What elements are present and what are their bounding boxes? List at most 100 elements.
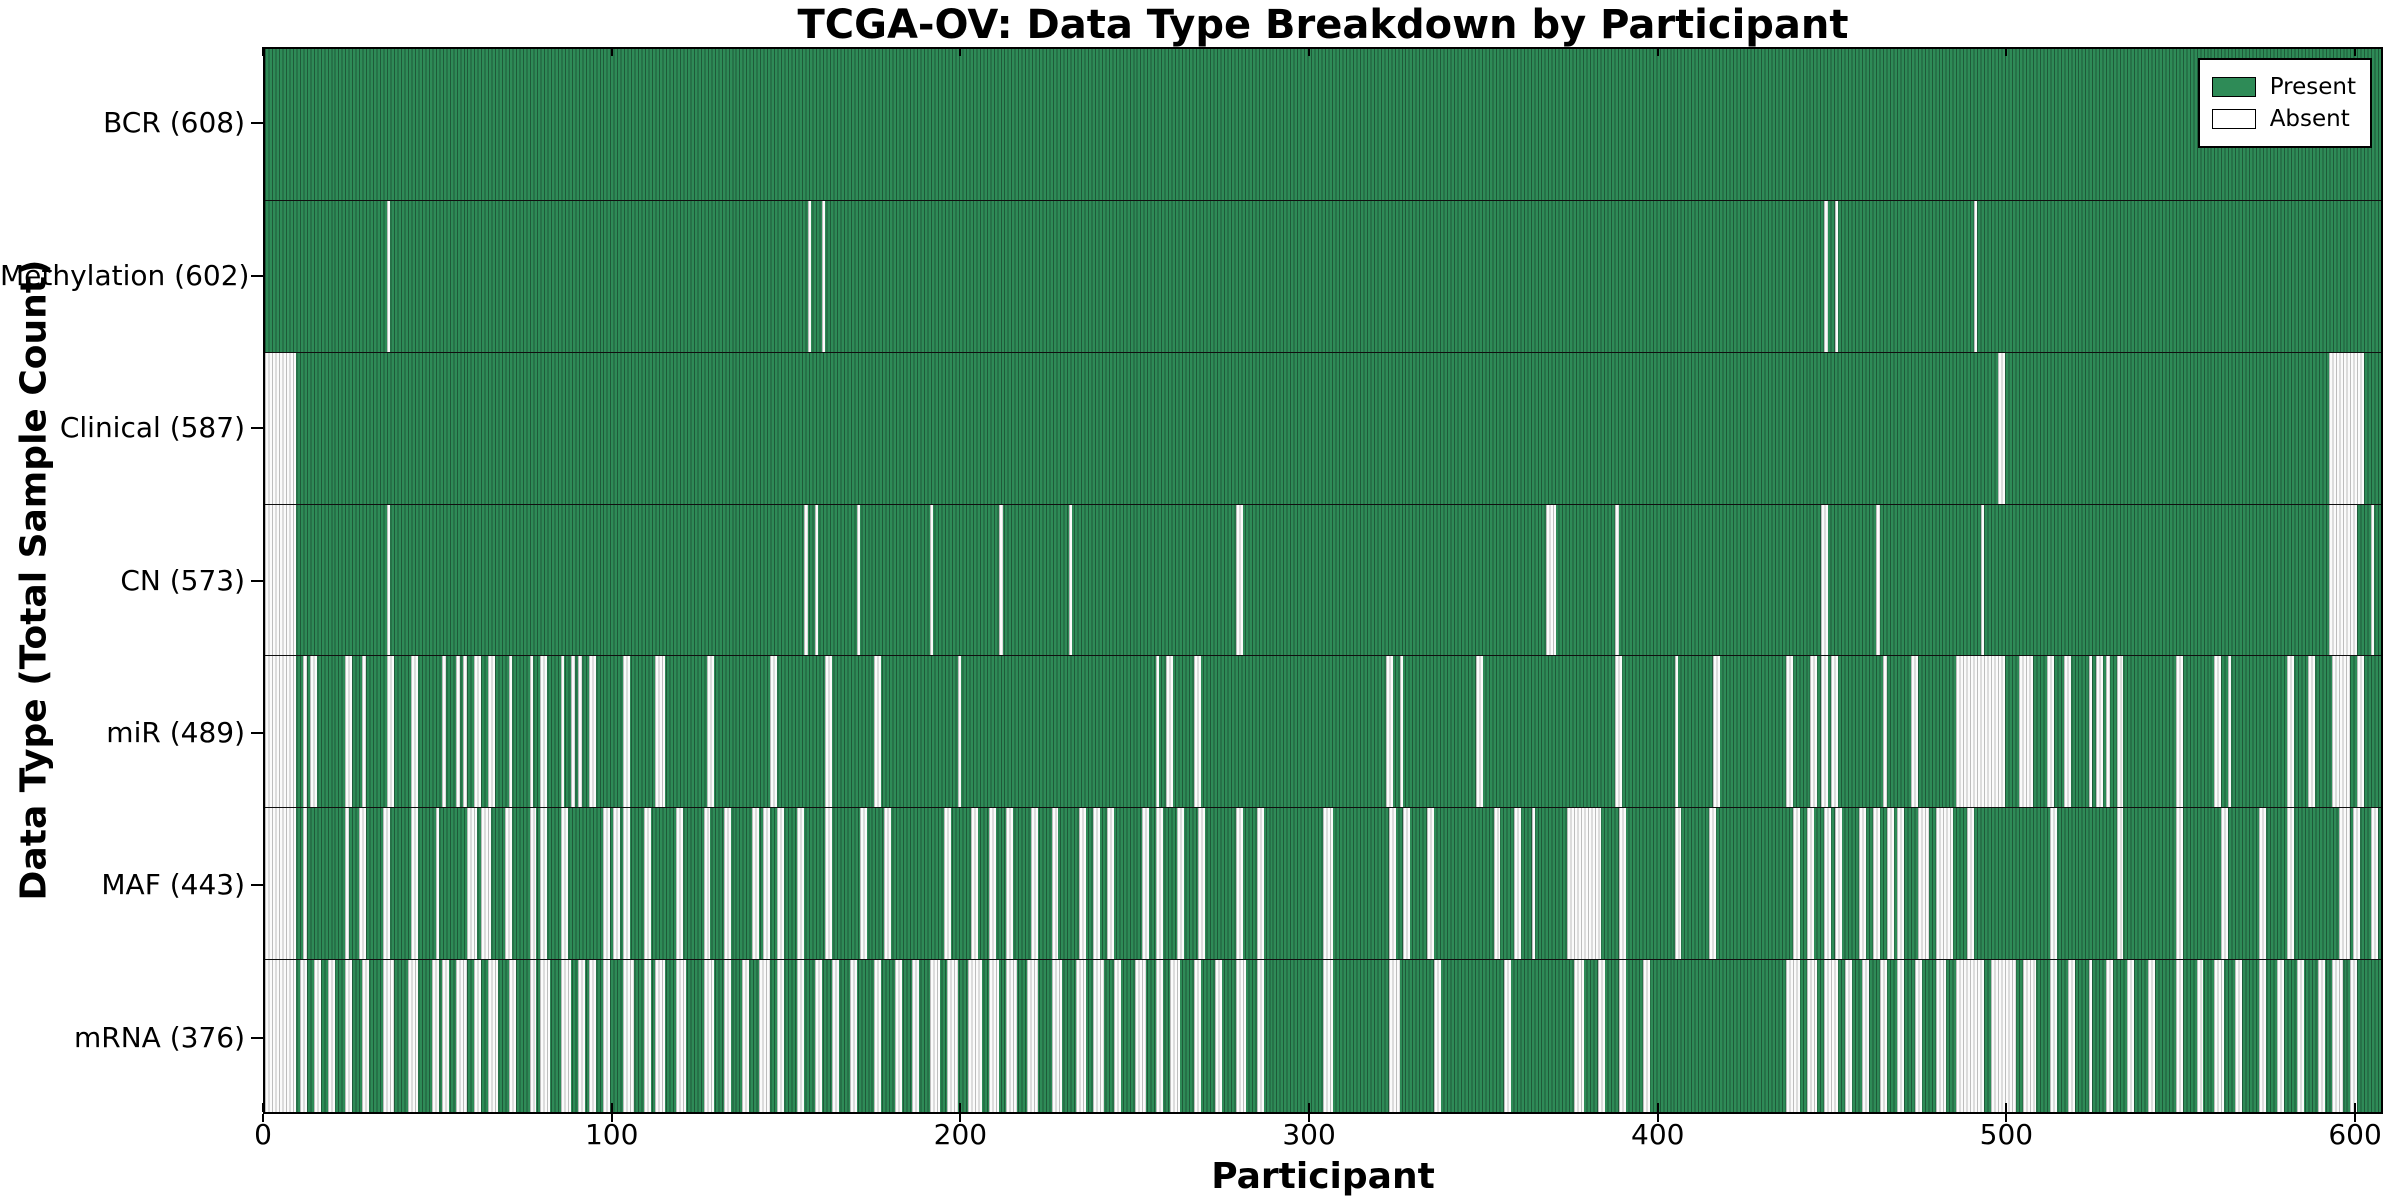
absent-segment [1155, 656, 1160, 808]
absent-segment [814, 960, 822, 1112]
absent-segment [411, 808, 419, 960]
absent-segment [1597, 960, 1605, 1112]
absent-segment [1079, 808, 1087, 960]
absent-segment [2116, 656, 2124, 808]
absent-segment [1824, 808, 1832, 960]
absent-segment [1911, 656, 1919, 808]
absent-segment [2356, 656, 2364, 808]
absent-segment [769, 656, 777, 808]
absent-segment [613, 808, 620, 960]
absent-segment [1166, 656, 1174, 808]
absent-segment [644, 960, 652, 1112]
absent-segment [265, 352, 297, 504]
absent-segment [473, 656, 481, 808]
absent-segment [623, 656, 631, 808]
absent-segment [752, 808, 760, 960]
x-tick-mark [1656, 1114, 1659, 1122]
absent-segment [1824, 200, 1828, 352]
absent-segment [1935, 808, 1953, 960]
x-tick-mark [262, 1114, 264, 1122]
absent-segment [299, 960, 307, 1112]
absent-segment [588, 656, 596, 808]
y-tick-mark [251, 122, 263, 125]
absent-segment [724, 960, 732, 1112]
absent-segment [884, 808, 892, 960]
x-tick-mark [959, 1114, 962, 1122]
absent-segment [825, 808, 833, 960]
absent-segment [968, 960, 982, 1112]
absent-segment [2276, 960, 2284, 1112]
absent-segment [1566, 808, 1602, 960]
absent-segment [1093, 960, 1104, 1112]
absent-segment [362, 960, 370, 1112]
absent-segment [654, 960, 666, 1112]
absent-segment [2106, 960, 2113, 1112]
absent-segment [741, 960, 749, 1112]
y-tick-label: Methylation (602) [0, 258, 250, 292]
y-tick-label: MAF (443) [101, 868, 245, 902]
absent-segment [1618, 960, 1626, 1112]
absent-segment [912, 960, 920, 1112]
absent-segment [797, 960, 805, 1112]
absent-segment [929, 960, 941, 1112]
absent-segment [1006, 960, 1017, 1112]
absent-segment [539, 960, 551, 1112]
legend-item-absent: Absent [2211, 105, 2356, 133]
absent-segment [1256, 808, 1264, 960]
absent-segment [2175, 656, 2183, 808]
absent-segment [929, 504, 934, 656]
absent-segment [1051, 960, 1062, 1112]
y-tick-mark [251, 427, 263, 430]
absent-segment [2339, 808, 2350, 960]
absent-segment [2175, 808, 2183, 960]
absent-segment [2019, 656, 2033, 808]
absent-segment [265, 656, 297, 808]
absent-segment [1712, 656, 1720, 808]
absent-segment [1956, 960, 1985, 1112]
absent-segment [2220, 808, 2228, 960]
absent-segment [1792, 808, 1800, 960]
absent-segment [1075, 960, 1087, 1112]
x-tick-mark [2005, 1114, 2008, 1122]
absent-segment [265, 808, 297, 960]
absent-segment [539, 808, 547, 960]
absent-segment [432, 960, 439, 1112]
absent-segment [2088, 656, 2093, 808]
absent-segment [1256, 960, 1264, 1112]
x-tick-mark [2005, 1103, 2008, 1112]
absent-segment [303, 656, 307, 808]
absent-segment [1235, 504, 1243, 656]
absent-segment [2287, 808, 2294, 960]
absent-segment [1385, 656, 1393, 808]
absent-segment [602, 808, 610, 960]
absent-segment [2046, 656, 2054, 808]
absent-segment [1194, 656, 1202, 808]
absent-segment [1323, 808, 1334, 960]
absent-segment [588, 960, 596, 1112]
absent-segment [1914, 960, 1922, 1112]
absent-segment [1107, 808, 1115, 960]
absent-segment [971, 808, 979, 960]
absent-segment [383, 808, 391, 960]
absent-segment [1545, 504, 1557, 656]
absent-segment [1135, 960, 1146, 1112]
absent-segment [999, 504, 1003, 656]
absent-segment [759, 960, 770, 1112]
absent-segment [1806, 808, 1814, 960]
absent-segment [1956, 656, 2006, 808]
absent-segment [797, 808, 805, 960]
absent-segment [442, 656, 446, 808]
absent-segment [1030, 808, 1038, 960]
absent-segment [894, 960, 902, 1112]
absent-segment [1389, 808, 1397, 960]
absent-segment [487, 656, 495, 808]
absent-segment [1897, 808, 1905, 960]
absent-segment [1051, 808, 1059, 960]
absent-segment [487, 960, 499, 1112]
heatmap-rows [265, 49, 2381, 1112]
x-tick-mark [959, 47, 962, 56]
absent-segment [1434, 960, 1442, 1112]
x-tick-label: 200 [933, 1118, 988, 1151]
absent-segment [988, 808, 996, 960]
absent-segment [345, 656, 352, 808]
